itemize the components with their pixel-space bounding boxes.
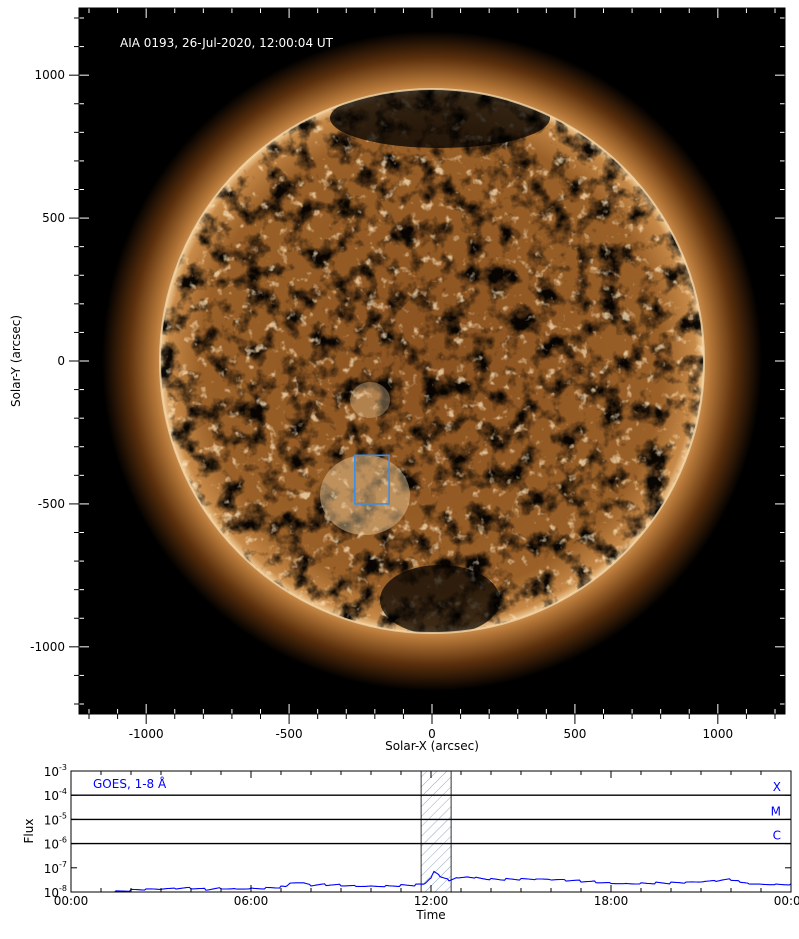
image-xlabel: Solar-X (arcsec): [385, 739, 479, 753]
limb: [159, 88, 705, 634]
y-tick-label: -500: [38, 497, 65, 511]
active-region: [320, 455, 410, 535]
y-tick-label: -1000: [30, 640, 65, 654]
image-title: AIA 0193, 26-Jul-2020, 12:00:04 UT: [120, 36, 334, 50]
y-tick-label: 10-7: [44, 860, 67, 876]
class-label-c: C: [773, 829, 781, 843]
aia-image-panel: AIA 0193, 26-Jul-2020, 12:00:04 UT -1000…: [9, 7, 786, 753]
x-tick-label: 1000: [703, 727, 734, 741]
goes-axis-ticks: 10-310-410-510-610-710-800:00 06:00 12:00 1…: [44, 763, 799, 908]
image-axis-ticks: -1000 -1000 -500 -500 0 0 500 500 1000 1000: [30, 8, 785, 741]
flare-class-lines: XMC: [71, 780, 791, 845]
x-tick-label: 18:00: [594, 894, 629, 908]
class-label-x: X: [773, 780, 781, 794]
goes-frame: [70, 770, 792, 893]
y-tick-label: 0: [57, 354, 65, 368]
y-tick-label: 10-3: [44, 763, 67, 779]
image-frame: [78, 7, 786, 715]
x-tick-label: 00:00: [774, 894, 799, 908]
coronal-hole-south: [380, 565, 500, 633]
y-tick-label: 10-4: [44, 787, 67, 803]
x-tick-label: 0: [428, 727, 436, 741]
x-tick-label: -1000: [129, 727, 164, 741]
coronal-hole-north: [330, 89, 550, 148]
y-tick-label: 10-5: [44, 811, 67, 827]
y-tick-label: 10-6: [44, 836, 67, 852]
image-ylabel: Solar-Y (arcsec): [9, 315, 23, 407]
x-tick-label: 00:00: [54, 894, 89, 908]
goes-xlabel: Time: [415, 908, 445, 922]
x-tick-label: -500: [275, 727, 302, 741]
y-tick-label: 1000: [34, 68, 65, 82]
goes-panel: XMC 10-310-410-510-610-710-800:00 06:00 12…: [22, 763, 799, 922]
y-tick-label: 500: [42, 211, 65, 225]
x-tick-label: 500: [563, 727, 586, 741]
bright-points: [160, 89, 704, 633]
x-tick-label: 12:00: [414, 894, 449, 908]
y-tick-label: 10-8: [44, 884, 67, 900]
time-highlight: [420, 770, 452, 893]
goes-flux-line: [95, 870, 792, 893]
goes-legend: GOES, 1-8 Å: [93, 776, 167, 791]
x-tick-label: 06:00: [234, 894, 269, 908]
class-label-m: M: [771, 804, 781, 818]
roi-box: [354, 454, 390, 505]
goes-ylabel: Flux: [22, 819, 36, 844]
